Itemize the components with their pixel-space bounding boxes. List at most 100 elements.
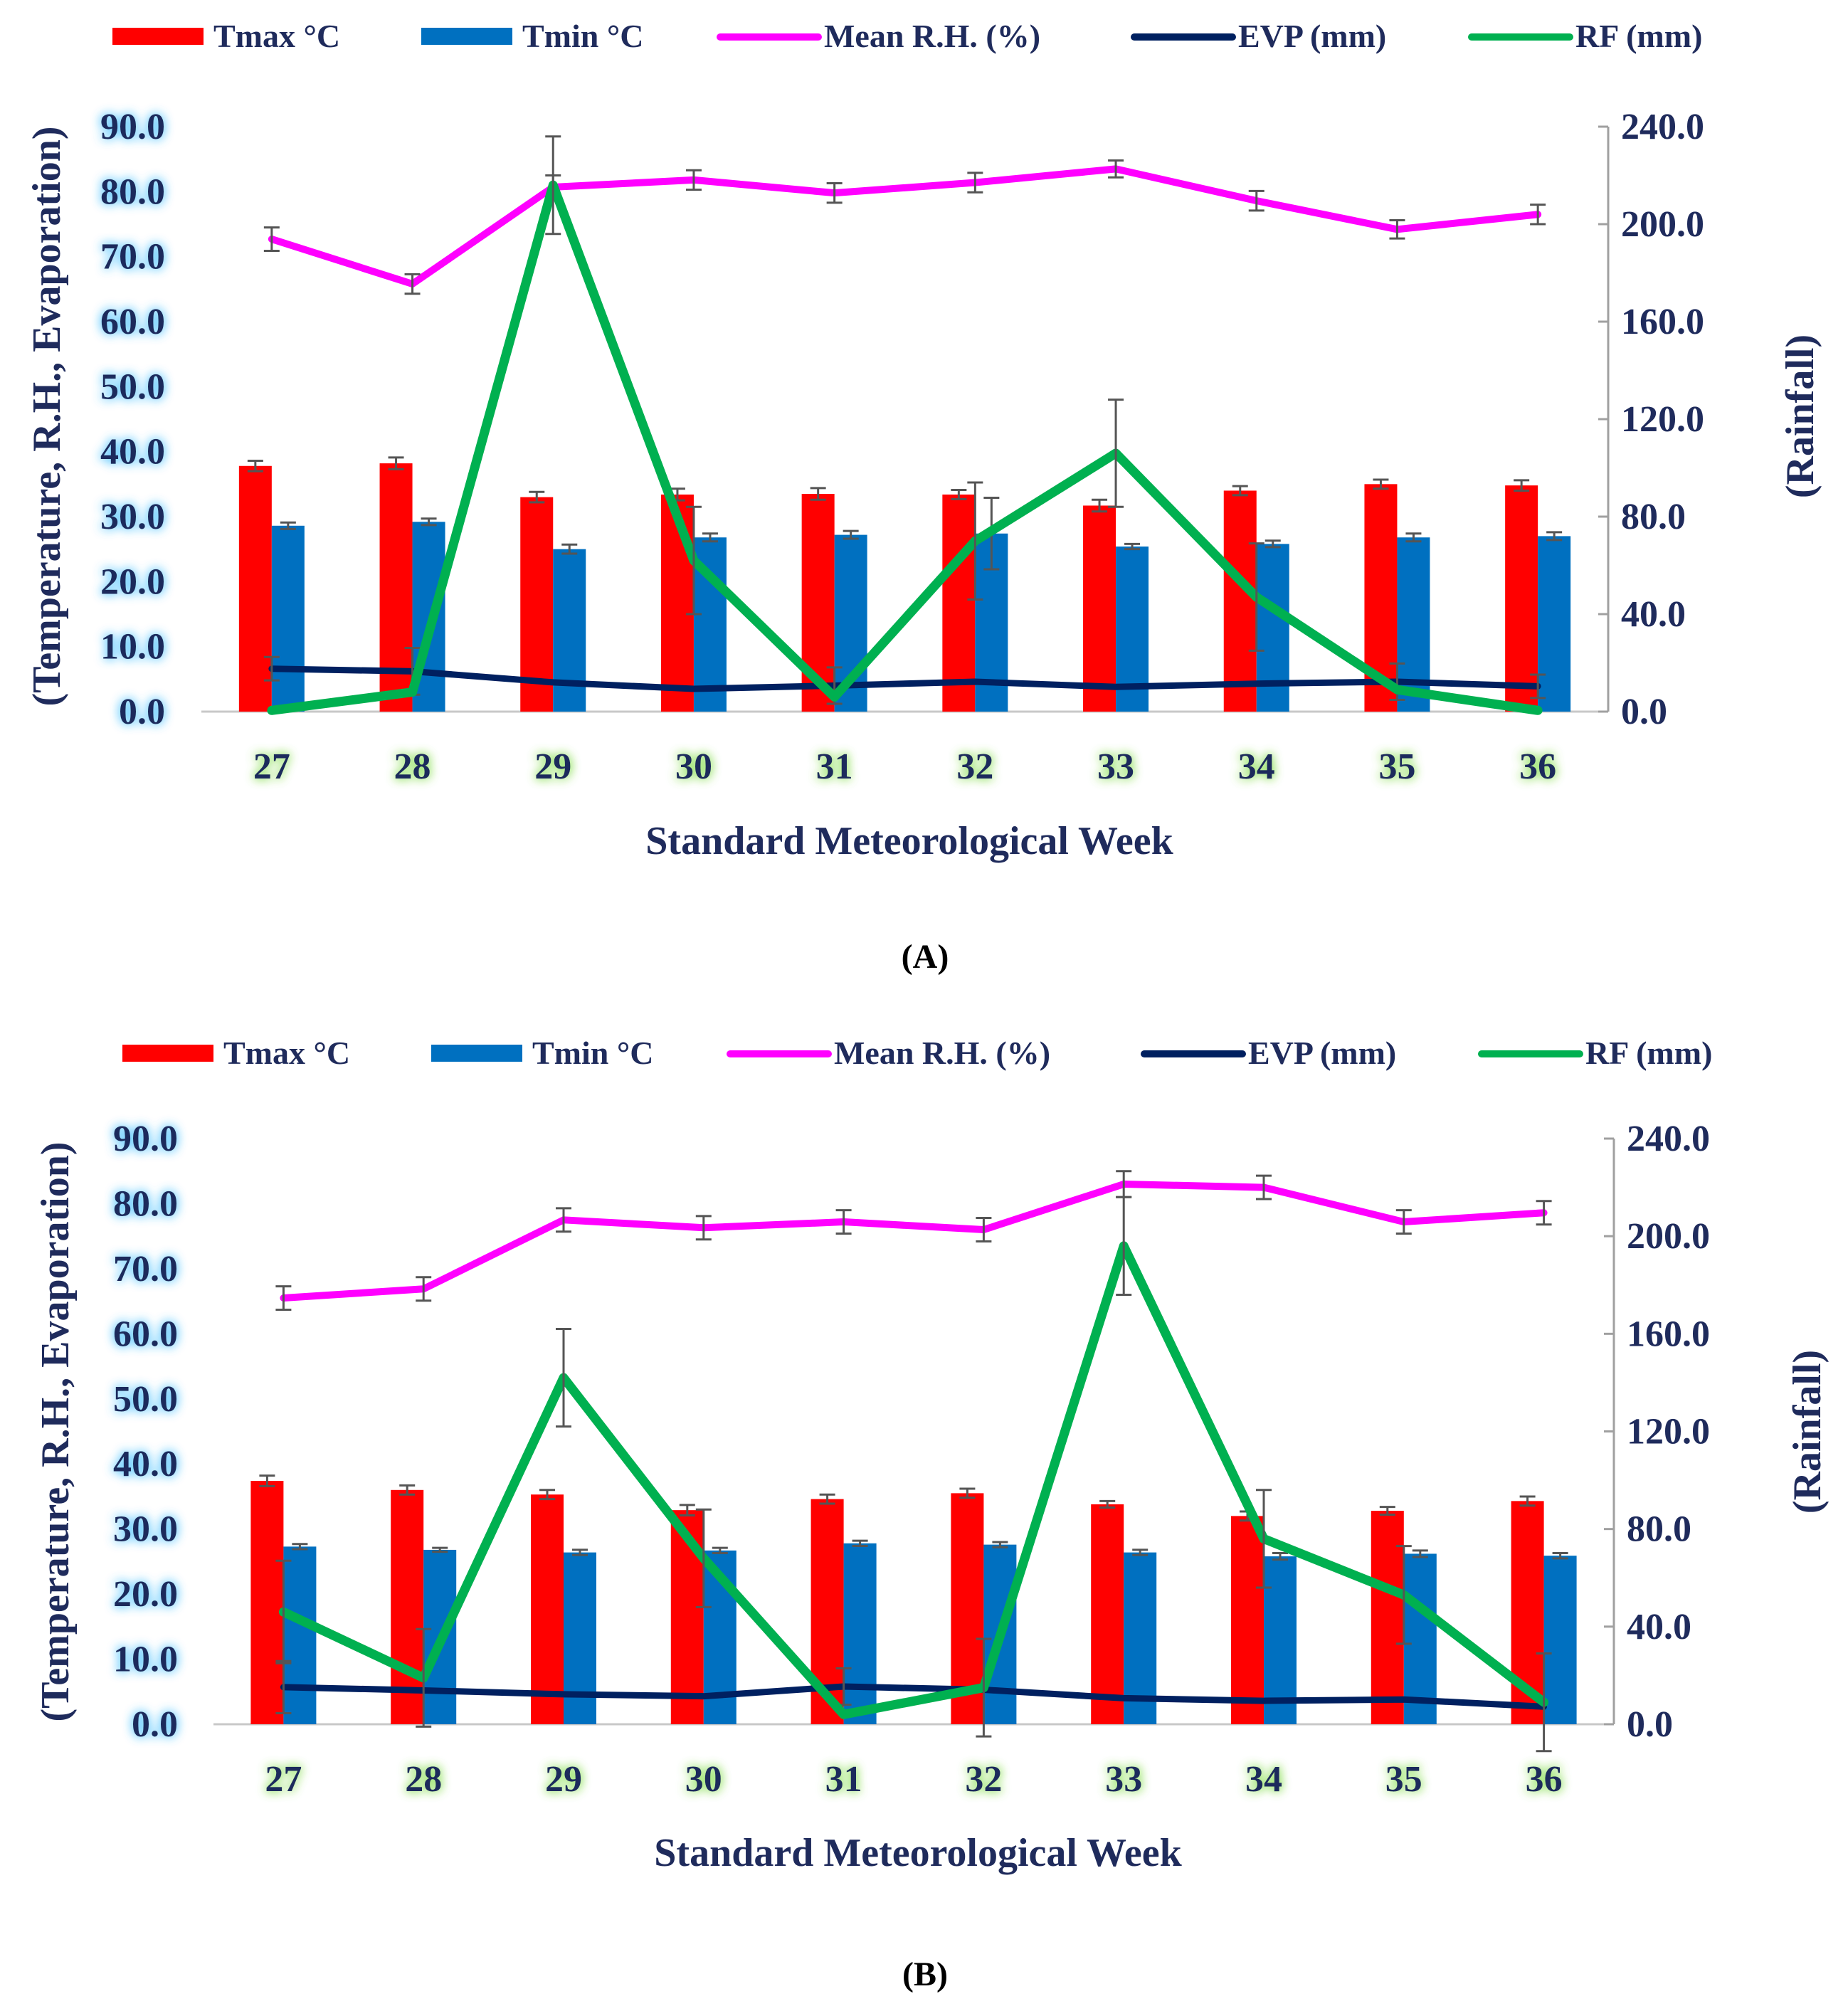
legend-entry-rf-b: RF (mm) [1478,1035,1712,1071]
y-axis-title-right-a: (Rainfall) [1778,334,1822,498]
x-ticks-a: 27 28 29 30 31 32 33 34 35 36 [253,746,1556,787]
x-tick-b: 36 [1526,1759,1563,1800]
y-tick-right-b: 80.0 [1627,1509,1691,1550]
bar-tmax-a [1223,490,1257,712]
legend-entry-tmin-b: Tmin °C [431,1035,653,1071]
x-tick-b: 27 [265,1759,302,1800]
y-tick-left-b: 50.0 [113,1379,178,1420]
x-axis-title-b: Standard Meteorological Week [654,1831,1182,1875]
y-ticks-right-a: 0.0 40.0 80.0 120.0 160.0 200.0 240.0 [1621,107,1704,732]
legend-label-rf: RF (mm) [1575,18,1702,54]
y-tick-left-b: 0.0 [132,1704,178,1745]
legend-label-tmin: Tmin °C [522,18,643,54]
legend-label-tmin-b: Tmin °C [532,1035,653,1071]
bar-tmin-b [843,1543,877,1724]
legend-label-evp: EVP (mm) [1238,18,1386,54]
line-rh-a [268,165,1542,288]
y-tick-left-a: 0.0 [119,692,165,732]
legend-entry-tmax-b: Tmax °C [122,1035,350,1071]
y-tick-right-a: 120.0 [1621,399,1704,440]
legend-entry-tmax: Tmax °C [112,18,340,54]
legend-b: Tmax °C Tmin °C Mean R.H. (%) EVP (mm) R… [122,1035,1712,1071]
y-tick-left-a: 80.0 [100,171,165,212]
bar-tmin-b [283,1546,317,1724]
bar-tmax-a [1083,505,1116,712]
bar-tmin-b [564,1552,596,1724]
bar-tmax-a [942,494,976,712]
y-tick-right-b: 240.0 [1627,1119,1710,1159]
y-tick-left-b: 90.0 [113,1119,178,1159]
legend-label-tmax-b: Tmax °C [223,1035,350,1071]
x-tick-a: 31 [816,746,853,787]
y-tick-left-a: 20.0 [100,561,165,602]
bar-tmax-b [391,1489,424,1724]
bar-tmax-a [1505,485,1538,712]
bar-tmax-b [250,1480,284,1724]
y-tick-left-b: 40.0 [113,1444,178,1484]
y-ticks-left-a: 0.0 10.0 20.0 30.0 40.0 50.0 60.0 70.0 80.0 90.0 [100,107,165,732]
legend-entry-rf: RF (mm) [1468,18,1702,54]
legend-entry-tmin: Tmin °C [421,18,643,54]
x-tick-a: 29 [534,746,571,787]
bar-tmax-b [531,1494,564,1724]
y-axis-title-right-b: (Rainfall) [1785,1350,1829,1514]
y-tick-left-b: 80.0 [113,1183,178,1224]
bar-tmin-b [1264,1556,1297,1724]
legend-label-evp-b: EVP (mm) [1248,1035,1396,1071]
line-rf-b [278,1241,1549,1719]
y-tick-left-a: 40.0 [100,432,165,473]
y-tick-left-a: 60.0 [100,302,165,342]
legend-entry-rh: Mean R.H. (%) [717,18,1040,54]
y-tick-right-a: 40.0 [1621,594,1686,635]
y-axis-title-left-a: (Temperature, R.H., Evaporation) [25,126,69,706]
bar-tmax-a [520,497,554,712]
legend-label-rh-b: Mean R.H. (%) [834,1035,1050,1071]
x-tick-b: 28 [405,1759,442,1800]
panel-label-b: (B) [902,1956,948,1993]
x-tick-b: 35 [1385,1759,1422,1800]
line-rh-b [280,1181,1548,1302]
x-tick-a: 33 [1097,746,1134,787]
y-tick-right-a: 160.0 [1621,302,1704,342]
legend-entry-evp-b: EVP (mm) [1141,1035,1396,1071]
bar-tmin-b [1403,1553,1437,1724]
x-tick-a: 30 [675,746,712,787]
y-axis-right-tickmarks-a [1598,125,1608,713]
y-tick-left-b: 60.0 [113,1314,178,1354]
y-tick-left-b: 10.0 [113,1640,178,1680]
y-tick-right-b: 40.0 [1627,1607,1691,1647]
x-tick-b: 30 [685,1759,722,1800]
legend-swatch-tmax [112,28,204,45]
x-tick-a: 27 [253,746,290,787]
legend-swatch-tmin [421,28,512,45]
y-tick-right-b: 0.0 [1627,1704,1673,1745]
y-ticks-right-b: 0.0 40.0 80.0 120.0 160.0 200.0 240.0 [1627,1119,1710,1745]
x-ticks-b: 27 28 29 30 31 32 33 34 35 36 [265,1759,1562,1800]
legend-entry-rh-b: Mean R.H. (%) [727,1035,1050,1071]
y-tick-left-b: 70.0 [113,1249,178,1289]
y-tick-right-b: 200.0 [1627,1216,1710,1257]
y-tick-left-a: 10.0 [100,627,165,667]
y-tick-right-a: 240.0 [1621,107,1704,147]
y-tick-left-a: 30.0 [100,497,165,537]
y-tick-left-b: 20.0 [113,1574,178,1615]
legend-swatch-tmax-b [122,1045,213,1062]
bar-tmin-a [271,525,305,712]
y-axis-right-tickmarks-b [1604,1137,1614,1726]
y-tick-right-a: 0.0 [1621,692,1667,732]
bar-tmin-b [1543,1556,1577,1724]
x-axis-title-a: Standard Meteorological Week [645,819,1173,863]
bar-tmax-b [1371,1511,1404,1724]
x-tick-b: 31 [825,1759,862,1800]
x-tick-b: 32 [965,1759,1002,1800]
line-rf-a [267,180,1543,715]
bar-tmin-a [553,549,586,712]
y-tick-right-a: 200.0 [1621,204,1704,245]
y-tick-right-a: 80.0 [1621,497,1686,537]
x-tick-b: 29 [545,1759,582,1800]
lines-a [263,135,1546,715]
legend-label-rh: Mean R.H. (%) [824,18,1040,54]
x-tick-b: 33 [1105,1759,1142,1800]
line-evp-b [280,1683,1548,1710]
y-tick-left-a: 90.0 [100,107,165,147]
